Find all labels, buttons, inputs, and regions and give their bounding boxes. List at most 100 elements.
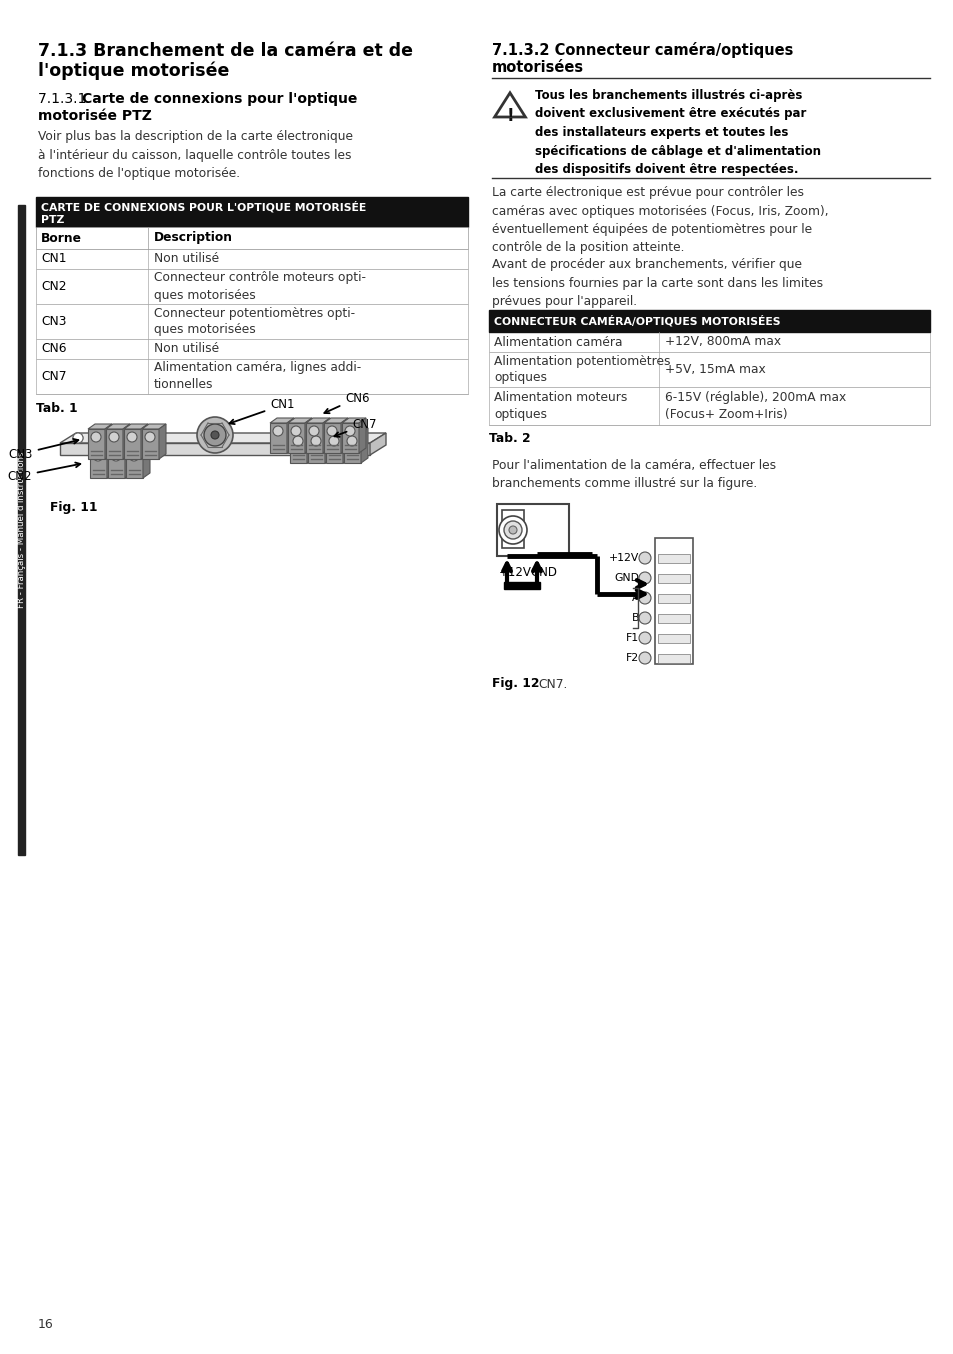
Text: CN2: CN2 <box>41 280 67 292</box>
Text: 7.1.3 Branchement de la caméra et de: 7.1.3 Branchement de la caméra et de <box>38 42 413 60</box>
Polygon shape <box>358 418 366 454</box>
Text: B: B <box>631 613 639 623</box>
Text: CARTE DE CONNEXIONS POUR L'OPTIQUE MOTORISÉE: CARTE DE CONNEXIONS POUR L'OPTIQUE MOTOR… <box>41 202 366 213</box>
Text: CN3: CN3 <box>9 439 78 460</box>
Circle shape <box>127 432 137 441</box>
Circle shape <box>92 451 103 460</box>
Text: FR - Français - Manuel d'instructions: FR - Français - Manuel d'instructions <box>17 452 26 608</box>
Circle shape <box>129 451 139 460</box>
Text: CN7: CN7 <box>335 418 376 437</box>
Bar <box>36 338 468 359</box>
Text: Connecteur potentiomètres opti-
ques motorisées: Connecteur potentiomètres opti- ques mot… <box>153 306 355 337</box>
Polygon shape <box>324 422 340 454</box>
Polygon shape <box>288 422 305 454</box>
Text: Borne: Borne <box>41 232 82 245</box>
Text: Alimentation potentiomètres
optiques: Alimentation potentiomètres optiques <box>494 355 670 385</box>
Text: CONNECTEUR CAMÉRA/OPTIQUES MOTORISÉES: CONNECTEUR CAMÉRA/OPTIQUES MOTORISÉES <box>494 315 780 326</box>
Text: 7.1.3.2 Connecteur caméra/optiques: 7.1.3.2 Connecteur caméra/optiques <box>492 42 793 58</box>
Polygon shape <box>287 418 294 454</box>
Polygon shape <box>142 424 166 429</box>
Circle shape <box>639 552 650 565</box>
Polygon shape <box>305 418 312 454</box>
Polygon shape <box>88 424 112 429</box>
Text: l'optique motorisée: l'optique motorisée <box>38 62 229 80</box>
Text: GND: GND <box>614 573 639 584</box>
Bar <box>655 538 692 663</box>
Text: Alimentation caméra, lignes addi-
tionnelles: Alimentation caméra, lignes addi- tionne… <box>153 362 361 391</box>
Circle shape <box>639 612 650 624</box>
Text: Tous les branchements illustrés ci-après
doivent exclusivement être exécutés par: Tous les branchements illustrés ci-après… <box>535 89 821 176</box>
Bar <box>36 227 468 249</box>
Text: CN7: CN7 <box>41 370 67 383</box>
Circle shape <box>639 592 650 604</box>
Text: +5V, 15mA max: +5V, 15mA max <box>664 363 765 376</box>
Circle shape <box>311 436 320 445</box>
Text: +12V, 800mA max: +12V, 800mA max <box>664 336 781 348</box>
Polygon shape <box>60 443 370 455</box>
Circle shape <box>355 433 365 443</box>
Text: Fig. 12: Fig. 12 <box>492 677 539 691</box>
Bar <box>36 359 468 394</box>
Text: CN2: CN2 <box>8 463 80 482</box>
Bar <box>36 249 468 269</box>
Circle shape <box>109 432 119 441</box>
Text: CN3: CN3 <box>41 315 67 328</box>
Bar <box>658 574 689 584</box>
Text: 6-15V (réglable), 200mA max
(Focus+ Zoom+Iris): 6-15V (réglable), 200mA max (Focus+ Zoom… <box>664 391 845 421</box>
Polygon shape <box>307 428 314 463</box>
Bar <box>497 504 568 556</box>
Polygon shape <box>126 443 150 448</box>
Polygon shape <box>326 433 343 463</box>
Polygon shape <box>142 429 159 459</box>
Polygon shape <box>308 428 332 433</box>
Text: 7.1.3.1: 7.1.3.1 <box>38 92 91 106</box>
Bar <box>658 634 689 643</box>
Circle shape <box>196 417 233 454</box>
Circle shape <box>345 427 355 436</box>
Text: 16: 16 <box>38 1319 53 1331</box>
Text: Connecteur contrôle moteurs opti-
ques motorisées: Connecteur contrôle moteurs opti- ques m… <box>153 272 366 302</box>
Polygon shape <box>124 424 148 429</box>
Bar <box>18 204 25 854</box>
Polygon shape <box>290 433 307 463</box>
Polygon shape <box>344 433 360 463</box>
Polygon shape <box>90 448 107 478</box>
Polygon shape <box>105 424 112 459</box>
Polygon shape <box>325 428 332 463</box>
Polygon shape <box>308 433 325 463</box>
Polygon shape <box>124 429 141 459</box>
Polygon shape <box>326 428 350 433</box>
Polygon shape <box>360 428 368 463</box>
Text: Tab. 2: Tab. 2 <box>489 432 530 445</box>
Circle shape <box>211 431 219 439</box>
Polygon shape <box>370 433 386 455</box>
Text: CN6: CN6 <box>324 391 369 413</box>
Bar <box>489 352 929 387</box>
Polygon shape <box>324 418 348 422</box>
Bar <box>658 554 689 563</box>
Polygon shape <box>90 443 113 448</box>
Polygon shape <box>341 418 366 422</box>
Text: PTZ: PTZ <box>41 215 64 225</box>
Bar <box>658 654 689 663</box>
Polygon shape <box>270 418 294 422</box>
Polygon shape <box>306 422 323 454</box>
Text: motorisée PTZ: motorisée PTZ <box>38 110 152 123</box>
Text: Carte de connexions pour l'optique: Carte de connexions pour l'optique <box>82 92 357 106</box>
Text: +12V: +12V <box>498 566 532 578</box>
Bar <box>489 310 929 332</box>
Bar <box>36 269 468 305</box>
Text: GND: GND <box>530 566 557 578</box>
Circle shape <box>509 525 517 533</box>
Polygon shape <box>270 422 287 454</box>
Text: Fig. 11: Fig. 11 <box>50 501 97 515</box>
Text: Tab. 1: Tab. 1 <box>36 402 77 414</box>
Circle shape <box>498 516 526 544</box>
Text: Pour l'alimentation de la caméra, effectuer les
branchements comme illustré sur : Pour l'alimentation de la caméra, effect… <box>492 459 776 490</box>
Bar <box>36 305 468 338</box>
Polygon shape <box>159 424 166 459</box>
Polygon shape <box>306 418 330 422</box>
Bar <box>489 332 929 352</box>
Text: F1: F1 <box>625 634 639 643</box>
Polygon shape <box>126 448 143 478</box>
